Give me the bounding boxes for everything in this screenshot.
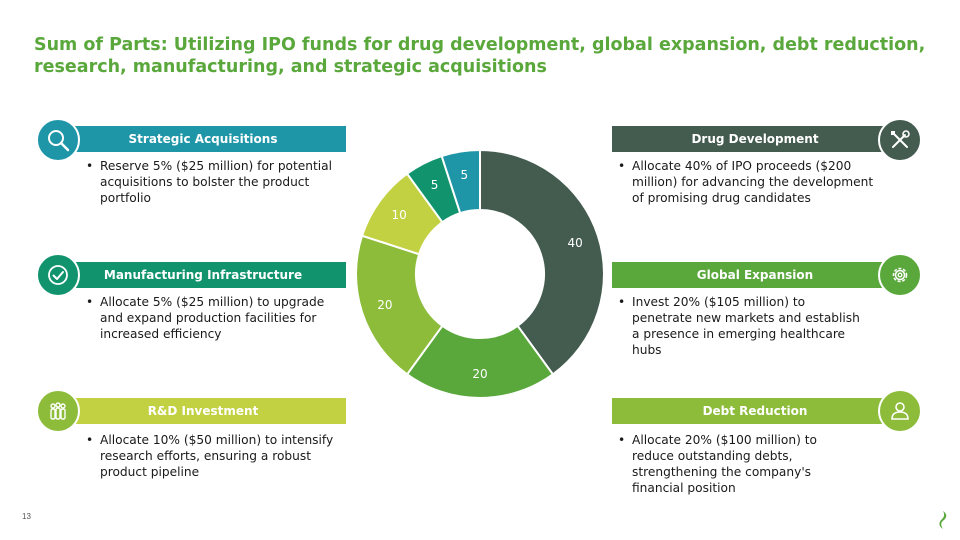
donut-slice-label-4: 10	[391, 208, 406, 222]
person-icon	[878, 389, 922, 433]
tools-icon	[878, 118, 922, 162]
donut-slice-6	[440, 148, 481, 215]
donut-slice-label-2: 20	[472, 367, 487, 381]
page-title: Sum of Parts: Utilizing IPO funds for dr…	[34, 35, 926, 77]
bullet-dot: •	[618, 433, 626, 447]
leaf-logo-icon	[939, 511, 947, 529]
heading-drug-development: Drug Development	[612, 126, 898, 152]
bullet-text: Allocate 20% ($100 million) to reduce ou…	[632, 433, 817, 495]
bullet-manufacturing-infrastructure: • Allocate 5% ($25 million) to upgrade a…	[86, 294, 340, 342]
bullet-text: Allocate 40% of IPO proceeds ($200 milli…	[632, 159, 874, 205]
bullet-dot: •	[618, 159, 626, 173]
bullet-text: Invest 20% ($105 million) to penetrate n…	[632, 295, 860, 357]
bullet-text: Allocate 10% ($50 million) to intensify …	[100, 433, 334, 479]
bullet-dot: •	[86, 159, 94, 173]
page-number: 13	[22, 512, 31, 521]
bullet-dot: •	[86, 295, 94, 309]
donut-slice-label-6: 5	[461, 168, 469, 182]
bullet-rnd-investment: • Allocate 10% ($50 million) to intensif…	[86, 432, 336, 480]
bullet-dot: •	[86, 433, 94, 447]
allocation-donut-chart: 40 20 20 10 5 5	[355, 148, 605, 399]
bullet-text: Allocate 5% ($25 million) to upgrade and…	[100, 295, 325, 341]
bullet-dot: •	[618, 295, 626, 309]
heading-rnd-investment: R&D Investment	[60, 398, 346, 424]
donut-slice-label-5: 5	[431, 178, 439, 192]
donut-slice-label-3: 20	[377, 298, 392, 312]
bullet-drug-development: • Allocate 40% of IPO proceeds ($200 mil…	[618, 158, 878, 206]
bullet-text: Reserve 5% ($25 million) for potential a…	[100, 159, 333, 205]
donut-slice-label-1: 40	[567, 236, 582, 250]
heading-global-expansion: Global Expansion	[612, 262, 898, 288]
bullet-global-expansion: • Invest 20% ($105 million) to penetrate…	[618, 294, 868, 358]
donut-slice-1	[479, 148, 605, 376]
check-badge-icon	[36, 253, 80, 297]
heading-strategic-acquisitions: Strategic Acquisitions	[60, 126, 346, 152]
bullet-debt-reduction: • Allocate 20% ($100 million) to reduce …	[618, 432, 848, 496]
gear-icon	[878, 253, 922, 297]
heading-manufacturing-infrastructure: Manufacturing Infrastructure	[60, 262, 346, 288]
bullet-strategic-acquisitions: • Reserve 5% ($25 million) for potential…	[86, 158, 336, 206]
magnifier-icon	[36, 118, 80, 162]
team-icon	[36, 389, 80, 433]
heading-debt-reduction: Debt Reduction	[612, 398, 898, 424]
